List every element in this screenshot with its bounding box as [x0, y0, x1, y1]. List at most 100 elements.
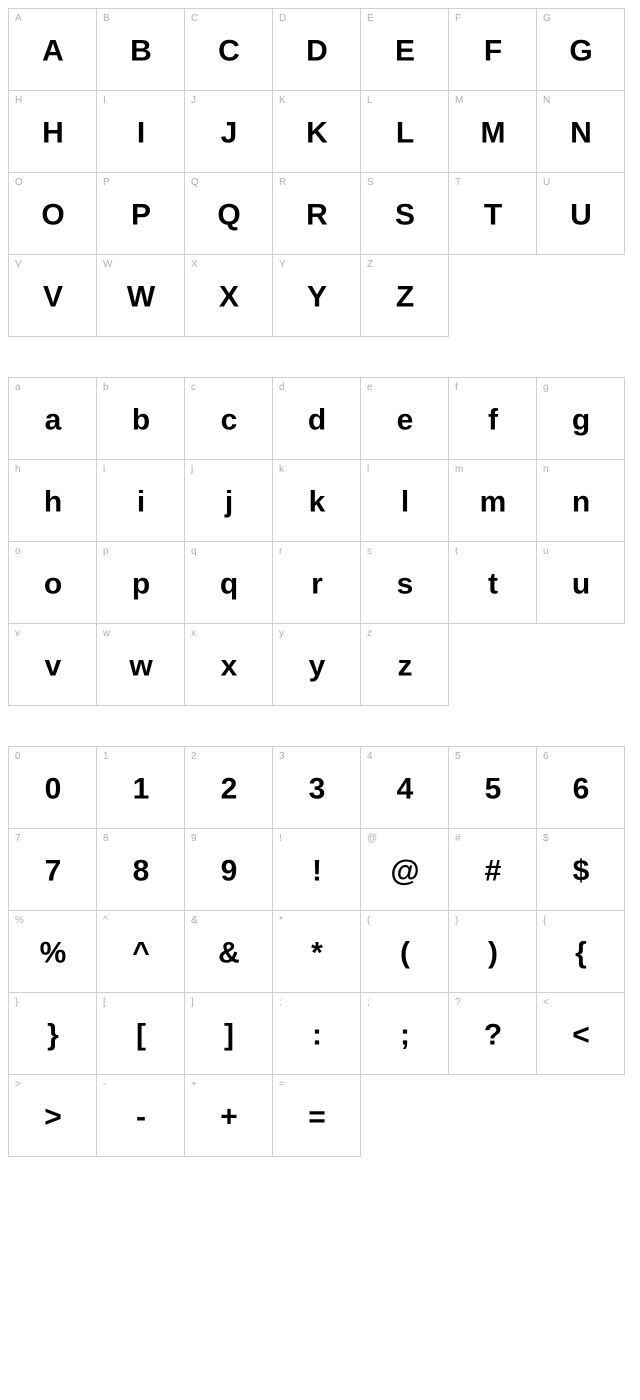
glyph-cell-label: A [15, 13, 22, 24]
glyph-cell[interactable]: mm [449, 460, 537, 542]
glyph-cell[interactable]: XX [185, 255, 273, 337]
glyph-cell[interactable]: nn [537, 460, 625, 542]
glyph-cell[interactable]: @@ [361, 829, 449, 911]
glyph-cell-glyph: # [485, 854, 501, 888]
glyph-cell-label: g [543, 382, 549, 393]
glyph-cell[interactable]: ss [361, 542, 449, 624]
glyph-cell[interactable]: gg [537, 378, 625, 460]
glyph-cell[interactable]: == [273, 1075, 361, 1157]
glyph-cell[interactable]: ++ [185, 1075, 273, 1157]
glyph-cell[interactable]: tt [449, 542, 537, 624]
glyph-cell[interactable]: JJ [185, 91, 273, 173]
glyph-cell[interactable]: qq [185, 542, 273, 624]
glyph-cell[interactable]: cc [185, 378, 273, 460]
glyph-cell[interactable]: dd [273, 378, 361, 460]
glyph-cell[interactable]: 77 [9, 829, 97, 911]
glyph-cell[interactable]: RR [273, 173, 361, 255]
glyph-cell[interactable]: $$ [537, 829, 625, 911]
glyph-cell[interactable]: ** [273, 911, 361, 993]
glyph-cell[interactable]: (( [361, 911, 449, 993]
glyph-cell[interactable]: 44 [361, 747, 449, 829]
glyph-cell[interactable]: ff [449, 378, 537, 460]
glyph-cell[interactable]: PP [97, 173, 185, 255]
glyph-cell[interactable]: BB [97, 9, 185, 91]
glyph-cell[interactable]: ee [361, 378, 449, 460]
glyph-cell[interactable]: >> [9, 1075, 97, 1157]
glyph-cell[interactable]: UU [537, 173, 625, 255]
glyph-cell[interactable]: QQ [185, 173, 273, 255]
glyph-cell[interactable]: rr [273, 542, 361, 624]
glyph-cell[interactable]: ZZ [361, 255, 449, 337]
glyph-cell[interactable]: vv [9, 624, 97, 706]
glyph-cell[interactable]: zz [361, 624, 449, 706]
glyph-cell[interactable]: FF [449, 9, 537, 91]
glyph-cell[interactable]: ii [97, 460, 185, 542]
glyph-cell[interactable]: II [97, 91, 185, 173]
glyph-cell[interactable]: ;; [361, 993, 449, 1075]
glyph-cell[interactable]: 88 [97, 829, 185, 911]
glyph-cell-glyph: P [131, 198, 150, 232]
glyph-cell[interactable]: YY [273, 255, 361, 337]
glyph-cell[interactable]: MM [449, 91, 537, 173]
glyph-cell[interactable]: oo [9, 542, 97, 624]
glyph-cell[interactable]: :: [273, 993, 361, 1075]
glyph-cell[interactable]: )) [449, 911, 537, 993]
glyph-cell[interactable]: uu [537, 542, 625, 624]
glyph-cell[interactable]: ]] [185, 993, 273, 1075]
glyph-cell-label: z [367, 628, 372, 639]
glyph-cell[interactable]: 66 [537, 747, 625, 829]
glyph-cell[interactable]: SS [361, 173, 449, 255]
glyph-cell[interactable]: ll [361, 460, 449, 542]
glyph-cell[interactable]: VV [9, 255, 97, 337]
glyph-cell[interactable]: !! [273, 829, 361, 911]
glyph-cell-label: 8 [103, 833, 109, 844]
glyph-cell[interactable]: 22 [185, 747, 273, 829]
glyph-cell[interactable]: kk [273, 460, 361, 542]
glyph-cell[interactable]: [[ [97, 993, 185, 1075]
glyph-cell-label: e [367, 382, 373, 393]
glyph-cell[interactable]: << [537, 993, 625, 1075]
glyph-cell-glyph: A [42, 34, 63, 68]
glyph-cell[interactable]: ## [449, 829, 537, 911]
glyph-cell-label: B [103, 13, 110, 24]
glyph-cell[interactable]: yy [273, 624, 361, 706]
glyph-cell[interactable]: WW [97, 255, 185, 337]
glyph-cell-glyph: q [220, 567, 237, 601]
glyph-cell[interactable]: {{ [537, 911, 625, 993]
glyph-cell-label: : [279, 997, 282, 1008]
glyph-cell-label: h [15, 464, 21, 475]
glyph-cell[interactable]: ww [97, 624, 185, 706]
glyph-cell[interactable]: 33 [273, 747, 361, 829]
glyph-cell[interactable]: -- [97, 1075, 185, 1157]
glyph-cell[interactable]: hh [9, 460, 97, 542]
glyph-cell-glyph: % [40, 936, 66, 970]
glyph-cell[interactable]: pp [97, 542, 185, 624]
glyph-cell[interactable]: %% [9, 911, 97, 993]
glyph-cell[interactable]: && [185, 911, 273, 993]
glyph-cell[interactable]: 99 [185, 829, 273, 911]
glyph-cell[interactable]: ^^ [97, 911, 185, 993]
glyph-cell[interactable]: 55 [449, 747, 537, 829]
glyph-cell[interactable]: 11 [97, 747, 185, 829]
glyph-cell-label: = [279, 1079, 285, 1090]
glyph-cell[interactable]: EE [361, 9, 449, 91]
glyph-cell[interactable]: NN [537, 91, 625, 173]
glyph-cell[interactable]: DD [273, 9, 361, 91]
glyph-cell[interactable]: LL [361, 91, 449, 173]
glyph-cell[interactable]: TT [449, 173, 537, 255]
glyph-cell[interactable]: AA [9, 9, 97, 91]
glyph-cell[interactable]: OO [9, 173, 97, 255]
glyph-cell-glyph: H [42, 116, 63, 150]
glyph-cell[interactable]: jj [185, 460, 273, 542]
glyph-cell[interactable]: CC [185, 9, 273, 91]
glyph-cell[interactable]: ?? [449, 993, 537, 1075]
glyph-cell[interactable]: bb [97, 378, 185, 460]
glyph-cell[interactable]: 00 [9, 747, 97, 829]
glyph-cell[interactable]: }} [9, 993, 97, 1075]
glyph-cell[interactable]: aa [9, 378, 97, 460]
glyph-cell[interactable]: GG [537, 9, 625, 91]
glyph-cell[interactable]: KK [273, 91, 361, 173]
glyph-cell[interactable]: xx [185, 624, 273, 706]
glyph-cell-glyph: p [132, 567, 149, 601]
glyph-cell[interactable]: HH [9, 91, 97, 173]
